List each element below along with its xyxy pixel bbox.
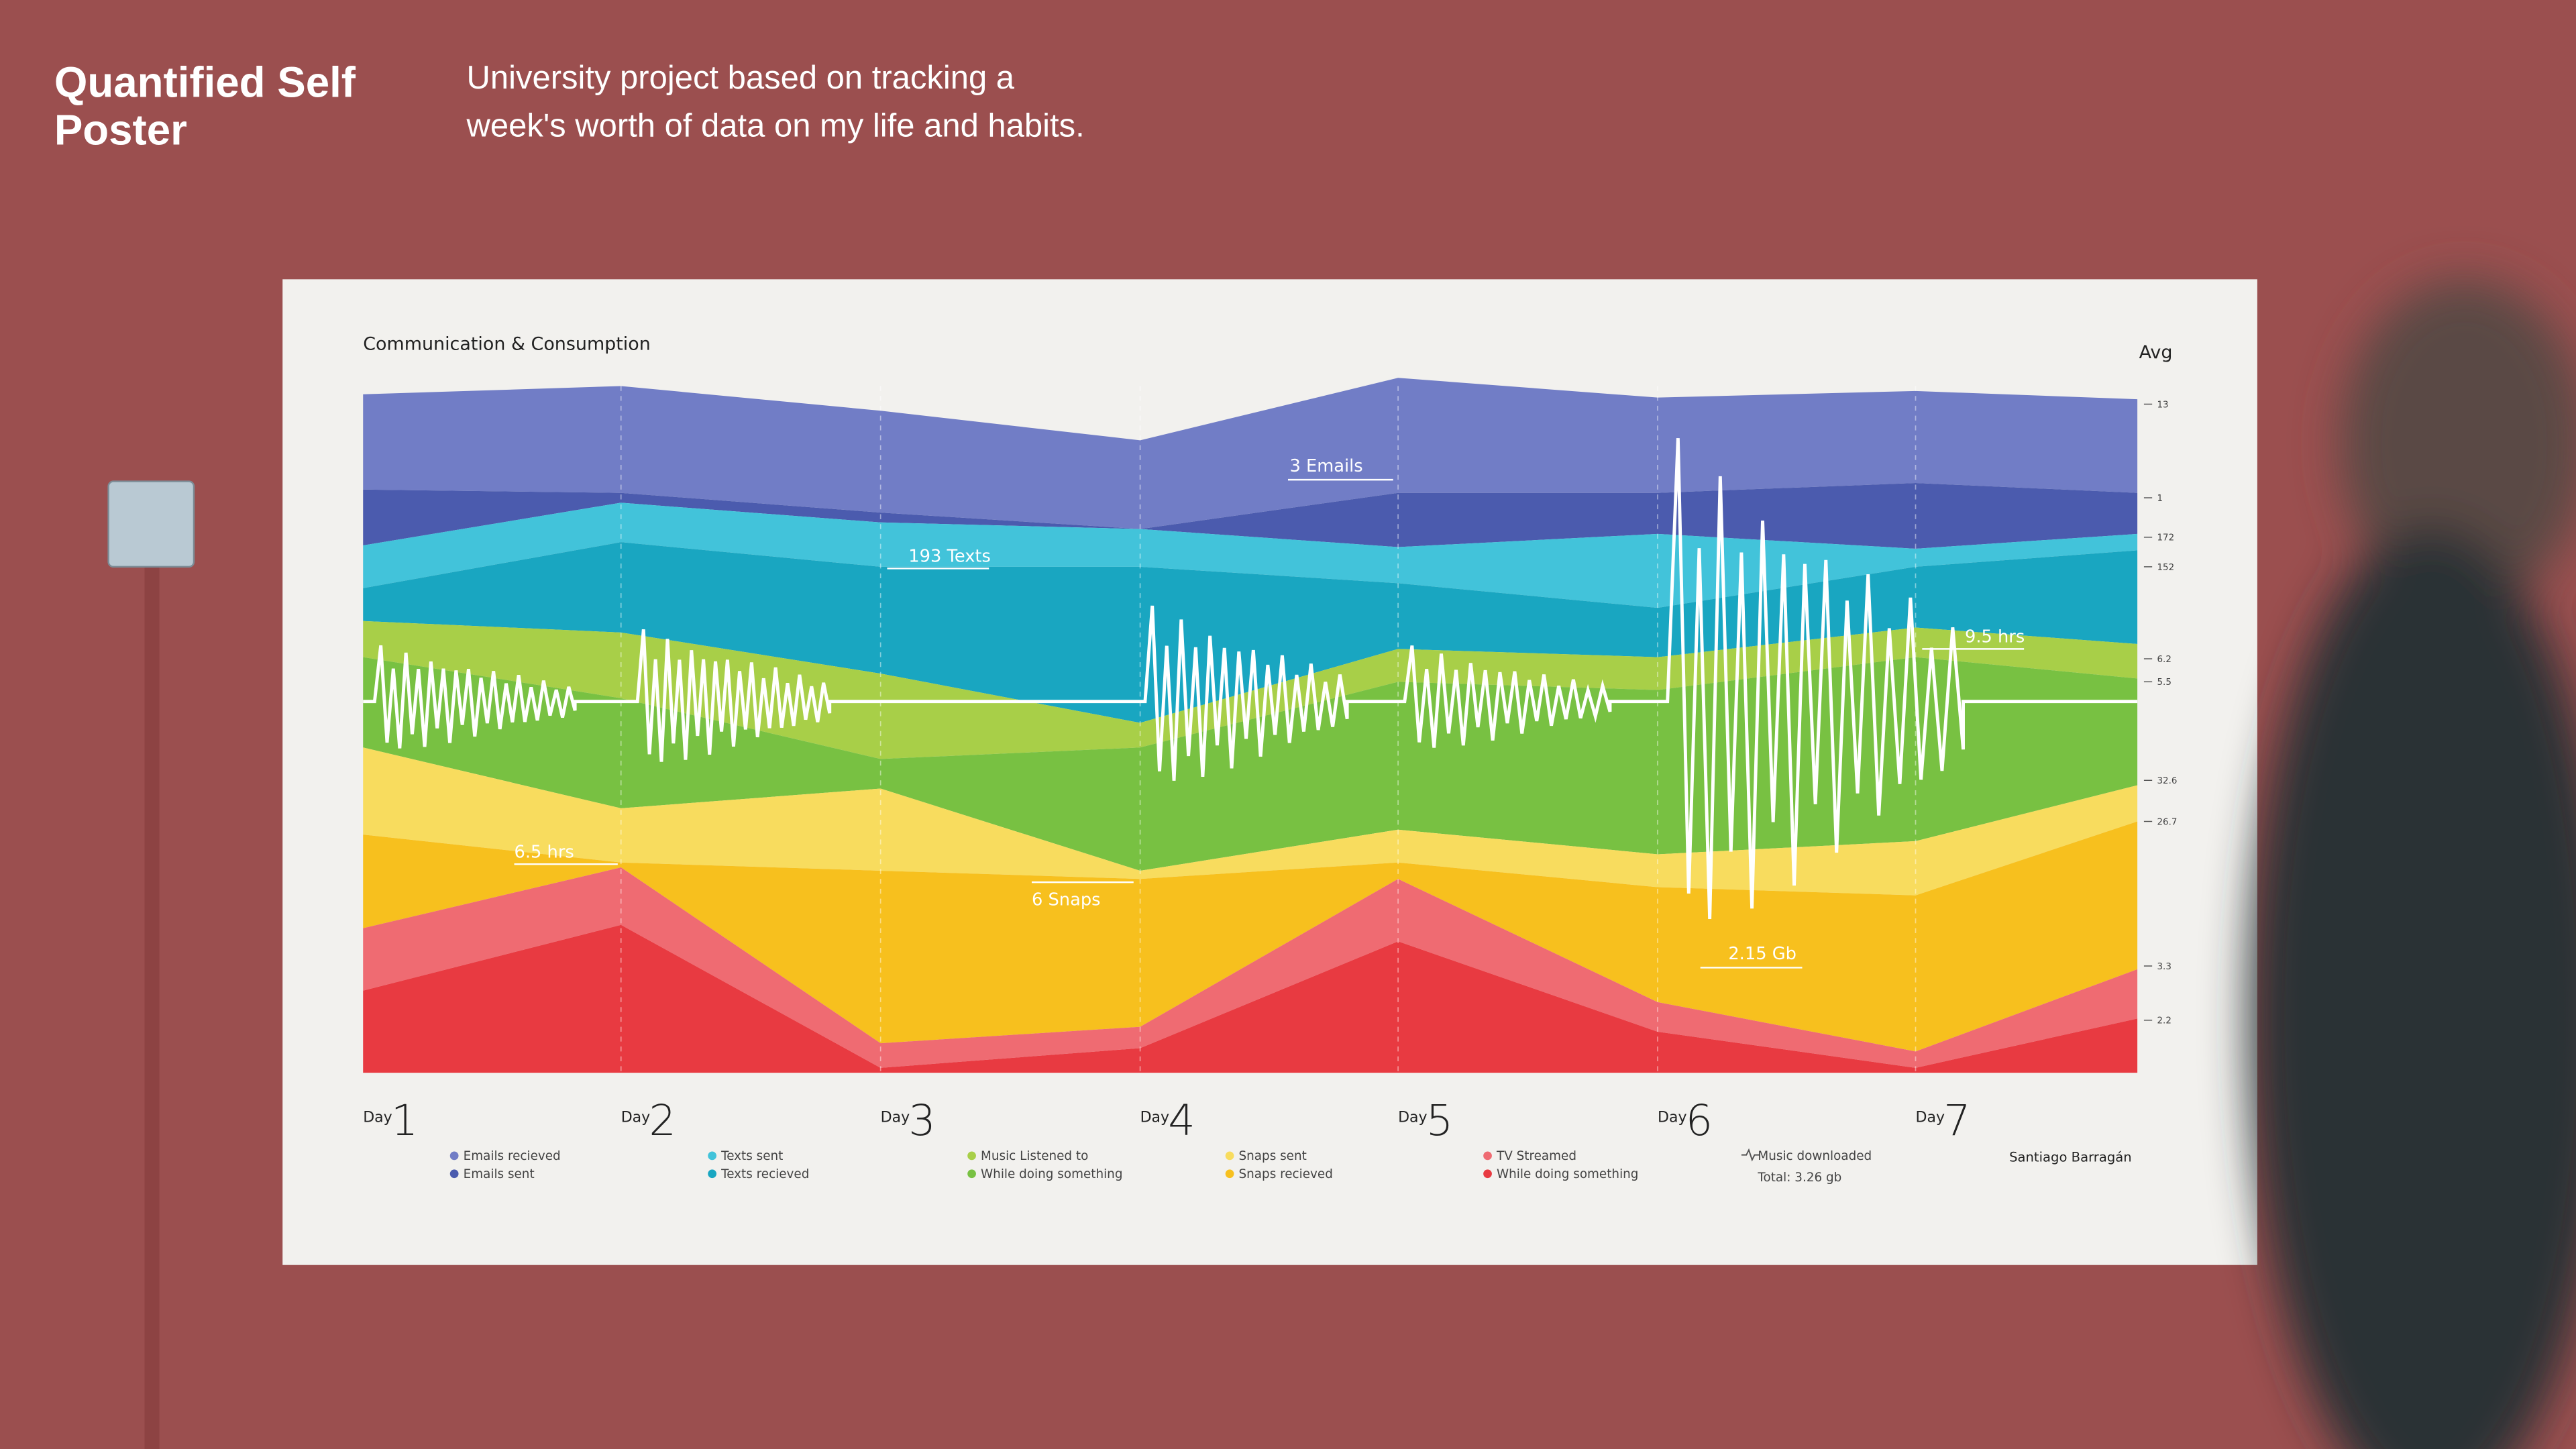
page-title-line2: Poster (54, 107, 187, 154)
legend-swatch (1483, 1151, 1492, 1161)
annotation-label: 3 Emails (1289, 456, 1362, 476)
avg-tick-label: 6.2 (2157, 655, 2171, 665)
avg-tick-label: 152 (2157, 563, 2175, 573)
day-number: 2 (649, 1096, 676, 1146)
day-number: 4 (1168, 1096, 1195, 1146)
wall-pipe (144, 558, 160, 1449)
avg-tick-label: 1 (2157, 494, 2163, 504)
band-while-doing-something (363, 924, 2138, 1073)
avg-tick-label: 3.3 (2157, 962, 2171, 972)
legend: Emails recieved Emails sent Texts sent Text… (449, 1148, 1872, 1185)
annotation-label: 9.5 hrs (1965, 627, 2025, 647)
legend-total: Total: 3.26 gb (1757, 1171, 1841, 1185)
day-number: 6 (1686, 1096, 1713, 1146)
legend-item: Snaps recieved (1239, 1167, 1333, 1181)
avg-axis: 13 1 172 152 6.2 5.5 32.6 26.7 3.3 2.2 (2143, 400, 2178, 1026)
legend-item: Texts recieved (720, 1167, 809, 1181)
day-number: 1 (391, 1096, 419, 1146)
day-prefix: Day (881, 1110, 910, 1126)
legend-swatch (449, 1169, 459, 1179)
day-prefix: Day (1916, 1110, 1945, 1126)
band-snaps-recieved (363, 821, 2138, 1052)
band-texts-sent (363, 502, 2138, 608)
band-tv-streamed (363, 867, 2138, 1068)
legend-item: TV Streamed (1496, 1149, 1576, 1163)
day-prefix: Day (621, 1110, 651, 1126)
legend-swatch (967, 1151, 976, 1161)
legend-item: Music downloaded (1758, 1149, 1872, 1163)
stacked-area-bands (363, 378, 2138, 1073)
day-prefix: Day (363, 1110, 392, 1126)
legend-swatch (1225, 1169, 1234, 1179)
legend-item: Emails recieved (464, 1149, 561, 1163)
band-music-listened-to (363, 621, 2138, 759)
avg-tick-label: 2.2 (2157, 1016, 2171, 1026)
annotation-label: 2.15 Gb (1728, 944, 1796, 964)
legend-swatch (1483, 1169, 1492, 1179)
legend-item: Music Listened to (981, 1149, 1088, 1163)
band-emails-recieved (363, 378, 2138, 529)
junction-box (107, 480, 195, 568)
day-divider-lines (620, 386, 1917, 1073)
avg-tick-label: 32.6 (2157, 776, 2178, 786)
page-title-line1: Quantified Self (54, 58, 356, 106)
day-number: 5 (1426, 1096, 1454, 1146)
day-number: 3 (908, 1096, 936, 1146)
legend-item: While doing something (981, 1167, 1122, 1181)
legend-swatch (449, 1151, 459, 1161)
legend-item: Texts sent (720, 1149, 783, 1163)
description-line2: week's worth of data on my life and habi… (466, 107, 1085, 144)
legend-item: Emails sent (464, 1167, 535, 1181)
waveform-icon (1741, 1148, 1760, 1162)
avg-tick-label: 13 (2157, 400, 2169, 410)
poster-title: Communication & Consumption (363, 334, 651, 355)
avg-tick-label: 5.5 (2157, 678, 2171, 688)
annotations: 3 Emails 193 Texts 9.5 hrs 6.5 hrs 6 Snaps 2.… (514, 456, 2025, 969)
blurred-person (2251, 279, 2576, 1449)
author-credit: Santiago Barragán (2009, 1149, 2132, 1165)
annotation-label: 6 Snaps (1032, 890, 1101, 910)
legend-swatch (708, 1169, 716, 1179)
legend-swatch (1225, 1151, 1234, 1161)
legend-item: Snaps sent (1239, 1149, 1307, 1163)
annotation-label: 193 Texts (908, 547, 991, 567)
avg-label: Avg (2139, 342, 2173, 363)
annotation-label: 6.5 hrs (515, 842, 574, 862)
band-texts-recieved (363, 542, 2138, 723)
band-emails-sent (363, 483, 2138, 549)
day-prefix: Day (1140, 1110, 1170, 1126)
day-number: 7 (1943, 1096, 1971, 1146)
legend-swatch (967, 1169, 976, 1179)
avg-tick-label: 172 (2157, 533, 2175, 543)
band-snaps-sent (363, 747, 2138, 896)
legend-item: While doing something (1497, 1167, 1638, 1181)
description-line1: University project based on tracking a (467, 60, 1015, 96)
avg-tick-label: 26.7 (2157, 817, 2178, 827)
music-downloaded-line (363, 438, 2138, 920)
legend-swatch (708, 1151, 716, 1161)
day-prefix: Day (1398, 1110, 1428, 1126)
day-prefix: Day (1658, 1110, 1687, 1126)
